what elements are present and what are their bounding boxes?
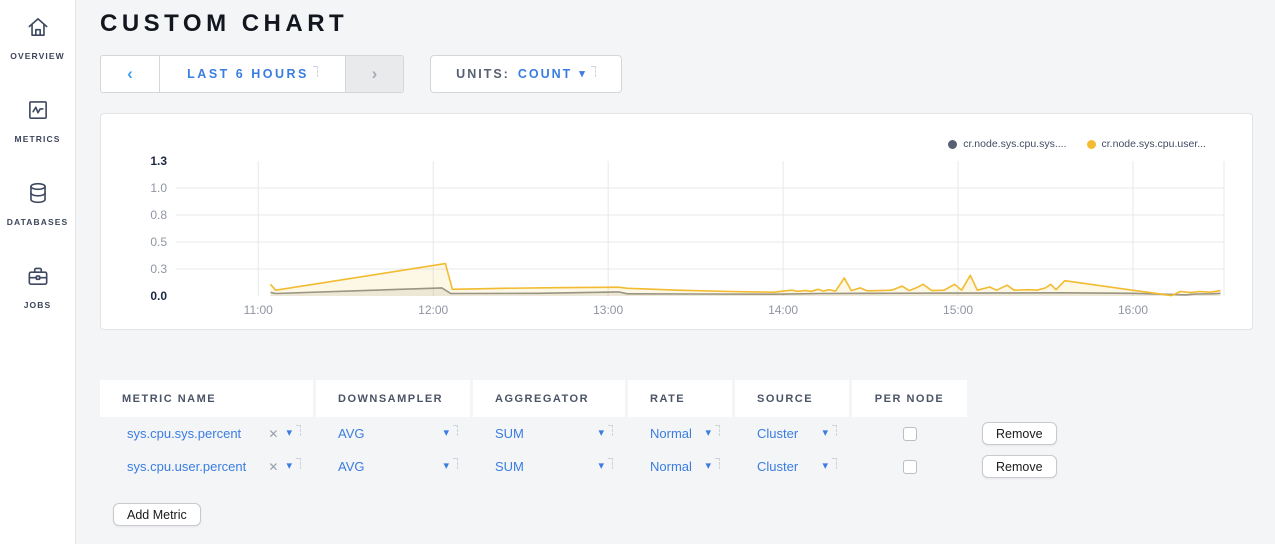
column-header: RATE — [628, 380, 732, 417]
units-label: UNITS: — [456, 67, 510, 81]
svg-text:14:00: 14:00 — [768, 303, 798, 317]
chevron-down-icon[interactable]: ▾ — [822, 427, 828, 439]
legend-dot — [948, 139, 958, 149]
column-header: SOURCE — [735, 380, 849, 417]
units-value: COUNT — [517, 67, 573, 81]
svg-text:15:00: 15:00 — [943, 303, 973, 317]
dashed-focus-mark — [296, 425, 301, 436]
chevron-right-icon: › — [371, 64, 378, 83]
dashed-focus-mark — [608, 425, 613, 436]
sidebar-item-jobs[interactable]: JOBS — [0, 263, 75, 310]
dashed-focus-mark — [312, 65, 318, 77]
clear-metric-icon[interactable]: ✕ — [268, 426, 279, 441]
svg-text:0.0: 0.0 — [150, 289, 167, 303]
svg-text:0.5: 0.5 — [150, 235, 167, 249]
dashed-focus-mark — [715, 458, 720, 469]
units-dropdown[interactable]: UNITS: COUNT ▾ — [430, 55, 622, 93]
legend-label: cr.node.sys.cpu.sys.... — [963, 138, 1067, 150]
metrics-icon — [25, 97, 51, 128]
metric-name-select[interactable]: sys.cpu.user.percent — [127, 459, 247, 474]
home-icon — [25, 14, 51, 45]
add-metric-button[interactable]: Add Metric — [113, 503, 201, 526]
table-row: sys.cpu.sys.percent ✕ ▾ AVG ▾ SUM ▾ Norm… — [100, 417, 1130, 450]
chevron-down-icon[interactable]: ▾ — [286, 427, 292, 439]
column-header: METRIC NAME — [100, 380, 313, 417]
per-node-checkbox[interactable] — [902, 459, 917, 474]
chevron-down-icon[interactable]: ▾ — [598, 460, 604, 472]
downsampler-select[interactable]: AVG — [338, 459, 365, 474]
chevron-down-icon[interactable]: ▾ — [705, 460, 711, 472]
source-select[interactable]: Cluster — [757, 459, 799, 474]
sidebar-item-metrics[interactable]: METRICS — [0, 97, 75, 144]
page-title: CUSTOM CHART — [100, 10, 349, 37]
sidebar: OVERVIEW METRICS DATABASES — [0, 0, 76, 544]
databases-icon — [25, 180, 51, 211]
sidebar-item-overview[interactable]: OVERVIEW — [0, 14, 75, 61]
aggregator-select[interactable]: SUM — [495, 459, 524, 474]
svg-text:11:00: 11:00 — [244, 303, 273, 317]
time-range-prev-button[interactable]: ‹ — [101, 56, 159, 92]
svg-text:1.0: 1.0 — [150, 181, 167, 195]
aggregator-select[interactable]: SUM — [495, 426, 524, 441]
svg-text:13:00: 13:00 — [593, 303, 623, 317]
svg-text:16:00: 16:00 — [1118, 303, 1148, 317]
column-header: AGGREGATOR — [473, 380, 625, 417]
column-header: PER NODE — [852, 380, 967, 417]
svg-text:1.3: 1.3 — [150, 154, 167, 168]
dashed-focus-mark — [590, 65, 596, 77]
jobs-icon — [25, 263, 51, 294]
metrics-table: METRIC NAME DOWNSAMPLER AGGREGATOR RATE … — [100, 380, 1130, 483]
time-range-dropdown[interactable]: LAST 6 HOURS — [159, 56, 345, 92]
line-chart: 0.0 0.3 0.5 0.8 1.0 1.3 11:00 12:00 13:00 14:00 15… — [150, 154, 1225, 317]
dashed-focus-mark — [296, 458, 301, 469]
dashed-focus-mark — [453, 425, 458, 436]
time-range-label: LAST 6 HOURS — [187, 67, 309, 81]
dashed-focus-mark — [832, 458, 837, 469]
legend-item[interactable]: cr.node.sys.cpu.user... — [1086, 138, 1206, 150]
chevron-down-icon[interactable]: ▾ — [598, 427, 604, 439]
chevron-down-icon: ▾ — [579, 67, 587, 80]
svg-text:12:00: 12:00 — [418, 303, 448, 317]
table-header-row: METRIC NAME DOWNSAMPLER AGGREGATOR RATE … — [100, 380, 1130, 417]
rate-select[interactable]: Normal — [650, 426, 692, 441]
sidebar-item-label: OVERVIEW — [10, 51, 65, 61]
dashed-focus-mark — [608, 458, 613, 469]
remove-button[interactable]: Remove — [982, 455, 1057, 478]
remove-button[interactable]: Remove — [982, 422, 1057, 445]
dashed-focus-mark — [453, 458, 458, 469]
chart-panel: cr.node.sys.cpu.sys.... cr.node.sys.cpu.… — [100, 113, 1253, 330]
dashed-focus-mark — [832, 425, 837, 436]
chevron-down-icon[interactable]: ▾ — [705, 427, 711, 439]
chevron-down-icon[interactable]: ▾ — [443, 460, 449, 472]
legend-item[interactable]: cr.node.sys.cpu.sys.... — [948, 138, 1067, 150]
column-header: DOWNSAMPLER — [316, 380, 470, 417]
chevron-down-icon[interactable]: ▾ — [443, 427, 449, 439]
table-row: sys.cpu.user.percent ✕ ▾ AVG ▾ SUM ▾ Nor… — [100, 450, 1130, 483]
sidebar-item-label: METRICS — [14, 134, 61, 144]
metric-name-select[interactable]: sys.cpu.sys.percent — [127, 426, 242, 441]
time-range-selector: ‹ LAST 6 HOURS › — [100, 55, 404, 93]
downsampler-select[interactable]: AVG — [338, 426, 365, 441]
source-select[interactable]: Cluster — [757, 426, 799, 441]
dashed-focus-mark — [715, 425, 720, 436]
legend-label: cr.node.sys.cpu.user... — [1101, 138, 1206, 150]
time-range-next-button[interactable]: › — [345, 56, 403, 92]
sidebar-item-label: DATABASES — [6, 217, 69, 227]
rate-select[interactable]: Normal — [650, 459, 692, 474]
sidebar-item-label: JOBS — [23, 300, 52, 310]
sidebar-item-databases[interactable]: DATABASES — [0, 180, 75, 227]
chevron-left-icon: ‹ — [127, 64, 133, 83]
chevron-down-icon[interactable]: ▾ — [286, 460, 292, 472]
chevron-down-icon[interactable]: ▾ — [822, 460, 828, 472]
svg-text:0.3: 0.3 — [150, 262, 167, 276]
per-node-checkbox[interactable] — [902, 426, 917, 441]
svg-text:0.8: 0.8 — [150, 208, 167, 222]
legend-dot — [1086, 139, 1096, 149]
clear-metric-icon[interactable]: ✕ — [268, 459, 279, 474]
chart-legend: cr.node.sys.cpu.sys.... cr.node.sys.cpu.… — [948, 138, 1206, 150]
